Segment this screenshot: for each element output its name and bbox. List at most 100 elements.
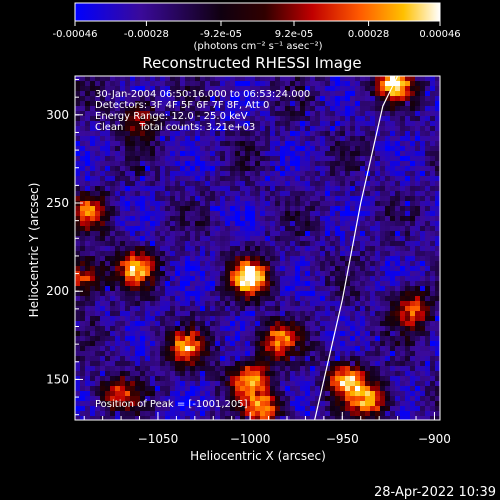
heatmap-cell [400,396,405,401]
heatmap-cell [305,191,310,196]
heatmap-cell [335,231,340,236]
heatmap-cell [255,121,260,126]
heatmap-cell [320,166,325,171]
heatmap-cell [245,81,250,86]
heatmap-cell [360,131,365,136]
heatmap-cell [155,111,160,116]
heatmap-cell [360,286,365,291]
heatmap-cell [110,201,115,206]
heatmap-cell [365,391,370,396]
heatmap-cell [130,351,135,356]
heatmap-cell [315,296,320,301]
heatmap-cell [295,201,300,206]
heatmap-cell [75,261,80,266]
heatmap-cell [320,96,325,101]
heatmap-cell [110,226,115,231]
heatmap-cell [265,256,270,261]
heatmap-cell [190,401,195,406]
heatmap-cell [115,101,120,106]
heatmap-cell [260,336,265,341]
heatmap-cell [85,291,90,296]
heatmap-cell [415,311,420,316]
heatmap-cell [195,166,200,171]
heatmap-cell [160,251,165,256]
heatmap-cell [125,316,130,321]
heatmap-cell [355,256,360,261]
heatmap-cell [395,406,400,411]
heatmap-cell [305,271,310,276]
heatmap-cell [295,176,300,181]
heatmap-cell [425,356,430,361]
heatmap-cell [225,351,230,356]
heatmap-cell [275,246,280,251]
heatmap-cell [335,351,340,356]
heatmap-cell [235,236,240,241]
heatmap-cell [195,401,200,406]
heatmap-cell [220,371,225,376]
heatmap-cell [435,221,440,226]
heatmap-cell [185,111,190,116]
heatmap-cell [295,191,300,196]
heatmap-cell [105,286,110,291]
heatmap-cell [345,81,350,86]
heatmap-cell [355,161,360,166]
heatmap-cell [415,341,420,346]
heatmap-cell [190,411,195,416]
heatmap-cell [315,96,320,101]
heatmap-cell [185,306,190,311]
heatmap-cell [380,76,385,81]
heatmap-cell [295,351,300,356]
heatmap-cell [285,331,290,336]
heatmap-cell [175,326,180,331]
heatmap-cell [235,366,240,371]
heatmap-cell [150,186,155,191]
heatmap-cell [350,391,355,396]
heatmap-cell [355,366,360,371]
heatmap-cell [250,311,255,316]
heatmap-cell [205,111,210,116]
heatmap-cell [285,256,290,261]
heatmap-cell [180,161,185,166]
heatmap-cell [385,381,390,386]
heatmap-cell [325,271,330,276]
heatmap-cell [405,106,410,111]
heatmap-cell [410,261,415,266]
heatmap-cell [415,151,420,156]
heatmap-cell [305,396,310,401]
heatmap-cell [140,176,145,181]
heatmap-cell [75,96,80,101]
heatmap-cell [190,236,195,241]
heatmap-cell [190,351,195,356]
heatmap-cell [150,221,155,226]
heatmap-cell [305,386,310,391]
heatmap-cell [380,206,385,211]
heatmap-cell [230,301,235,306]
heatmap-cell [370,336,375,341]
heatmap-cell [265,206,270,211]
heatmap-cell [205,206,210,211]
heatmap-cell [280,291,285,296]
heatmap-cell [185,326,190,331]
heatmap-cell [105,206,110,211]
heatmap-cell [250,356,255,361]
heatmap-cell [245,316,250,321]
heatmap-cell [325,396,330,401]
heatmap-cell [280,316,285,321]
heatmap-cell [225,236,230,241]
heatmap-cell [345,346,350,351]
heatmap-cell [260,391,265,396]
heatmap-cell [140,366,145,371]
heatmap-cell [120,416,125,420]
heatmap-cell [265,126,270,131]
heatmap-cell [230,141,235,146]
heatmap-cell [275,316,280,321]
heatmap-cell [190,196,195,201]
heatmap-cell [185,146,190,151]
heatmap-cell [150,376,155,381]
heatmap-cell [315,196,320,201]
heatmap-cell [355,341,360,346]
heatmap-cell [105,161,110,166]
heatmap-cell [85,316,90,321]
heatmap-cell [120,171,125,176]
